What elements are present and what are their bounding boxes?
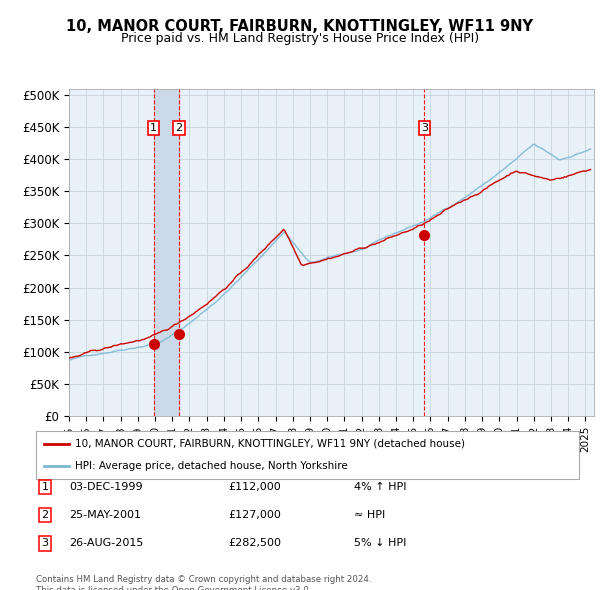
Bar <box>154 88 179 416</box>
Text: HPI: Average price, detached house, North Yorkshire: HPI: Average price, detached house, Nort… <box>75 461 348 471</box>
Text: 10, MANOR COURT, FAIRBURN, KNOTTINGLEY, WF11 9NY: 10, MANOR COURT, FAIRBURN, KNOTTINGLEY, … <box>67 19 533 34</box>
Text: 4% ↑ HPI: 4% ↑ HPI <box>354 482 407 491</box>
Text: 26-AUG-2015: 26-AUG-2015 <box>69 539 143 548</box>
Text: £282,500: £282,500 <box>228 539 281 548</box>
Text: £112,000: £112,000 <box>228 482 281 491</box>
Text: 03-DEC-1999: 03-DEC-1999 <box>69 482 143 491</box>
Text: 3: 3 <box>41 539 49 548</box>
Text: Contains HM Land Registry data © Crown copyright and database right 2024.
This d: Contains HM Land Registry data © Crown c… <box>36 575 371 590</box>
Text: Price paid vs. HM Land Registry's House Price Index (HPI): Price paid vs. HM Land Registry's House … <box>121 32 479 45</box>
Text: ≈ HPI: ≈ HPI <box>354 510 385 520</box>
Text: 25-MAY-2001: 25-MAY-2001 <box>69 510 141 520</box>
Text: 1: 1 <box>41 482 49 491</box>
Text: 10, MANOR COURT, FAIRBURN, KNOTTINGLEY, WF11 9NY (detached house): 10, MANOR COURT, FAIRBURN, KNOTTINGLEY, … <box>75 439 465 449</box>
Text: £127,000: £127,000 <box>228 510 281 520</box>
Text: 2: 2 <box>175 123 182 133</box>
Text: 1: 1 <box>150 123 157 133</box>
Text: 2: 2 <box>41 510 49 520</box>
Text: 3: 3 <box>421 123 428 133</box>
Text: 5% ↓ HPI: 5% ↓ HPI <box>354 539 406 548</box>
